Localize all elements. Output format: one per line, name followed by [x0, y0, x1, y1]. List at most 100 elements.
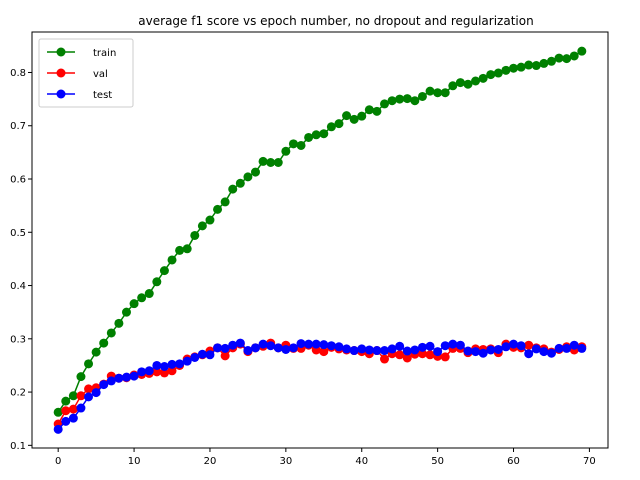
- legend-swatch-marker: [56, 47, 66, 57]
- data-point-train: [425, 86, 435, 96]
- y-axis: 0.1 0.2 0.3 0.4 0.5 0.6 0.7 0.8: [10, 68, 32, 452]
- data-point-train: [501, 65, 511, 75]
- data-point-val: [319, 347, 329, 357]
- data-point-test: [311, 339, 321, 349]
- data-point-test: [129, 371, 139, 381]
- data-point-test: [114, 373, 124, 383]
- data-point-test: [357, 344, 367, 354]
- data-point-test: [554, 343, 564, 353]
- data-point-test: [273, 343, 283, 353]
- data-point-train: [91, 347, 101, 357]
- data-point-train: [326, 122, 336, 132]
- data-point-train: [380, 99, 390, 109]
- data-point-test: [440, 341, 450, 351]
- data-point-train: [569, 51, 579, 61]
- data-point-train: [61, 396, 71, 406]
- x-tick-label: 10: [128, 456, 141, 467]
- data-point-train: [486, 70, 496, 80]
- data-point-train: [121, 307, 131, 317]
- data-point-train: [68, 391, 78, 401]
- data-point-val: [84, 384, 94, 394]
- data-point-val: [68, 404, 78, 414]
- data-point-test: [220, 343, 230, 353]
- data-point-test: [569, 340, 579, 350]
- x-tick-label: 60: [507, 456, 520, 467]
- data-point-train: [175, 245, 185, 255]
- data-point-train: [167, 255, 177, 265]
- data-point-test: [501, 342, 511, 352]
- data-point-train: [334, 119, 344, 129]
- data-point-train: [235, 178, 245, 188]
- data-point-val: [440, 352, 450, 362]
- data-point-train: [433, 88, 443, 98]
- data-point-train: [448, 81, 458, 91]
- data-point-test: [137, 367, 147, 377]
- series-test: [53, 338, 587, 434]
- data-point-train: [243, 172, 253, 182]
- data-point-train: [228, 184, 238, 194]
- legend-item-test: test: [47, 89, 112, 101]
- data-point-test: [288, 343, 298, 353]
- data-point-train: [205, 215, 215, 225]
- x-tick-label: 20: [204, 456, 217, 467]
- data-point-train: [562, 54, 572, 64]
- data-point-train: [531, 61, 541, 71]
- data-point-val: [402, 353, 412, 363]
- series-train: [53, 46, 587, 417]
- data-point-val: [524, 340, 534, 350]
- data-point-test: [387, 344, 397, 354]
- data-point-test: [364, 345, 374, 355]
- data-point-test: [144, 366, 154, 376]
- data-point-test: [99, 380, 109, 390]
- legend-swatch-marker: [56, 68, 66, 78]
- legend-label: test: [93, 90, 112, 101]
- data-point-test: [205, 350, 215, 360]
- data-point-test: [167, 359, 177, 369]
- data-point-test: [531, 344, 541, 354]
- y-tick-label: 0.7: [10, 121, 26, 132]
- data-point-train: [311, 130, 321, 140]
- data-point-train: [524, 60, 534, 70]
- data-point-test: [76, 403, 86, 413]
- data-point-test: [516, 341, 526, 351]
- data-point-test: [471, 347, 481, 357]
- data-point-train: [281, 146, 291, 156]
- data-point-test: [509, 339, 519, 349]
- data-point-train: [220, 197, 230, 207]
- data-point-test: [152, 360, 162, 370]
- data-point-test: [326, 341, 336, 351]
- data-point-train: [288, 139, 298, 149]
- data-point-train: [197, 221, 207, 231]
- data-point-train: [471, 76, 481, 86]
- data-point-val: [76, 391, 86, 401]
- data-point-train: [152, 277, 162, 287]
- data-point-test: [562, 343, 572, 353]
- data-point-train: [342, 111, 352, 121]
- data-point-val: [395, 350, 405, 360]
- data-point-test: [372, 346, 382, 356]
- data-point-test: [304, 339, 314, 349]
- data-point-train: [250, 167, 260, 177]
- data-point-test: [455, 340, 465, 350]
- data-point-test: [380, 346, 390, 356]
- data-point-test: [182, 356, 192, 366]
- data-point-val: [417, 349, 427, 359]
- data-point-test: [258, 339, 268, 349]
- x-tick-label: 30: [279, 456, 292, 467]
- data-point-test: [463, 346, 473, 356]
- data-point-train: [258, 156, 268, 166]
- data-point-train: [159, 266, 169, 276]
- data-point-train: [372, 106, 382, 116]
- data-point-train: [364, 105, 374, 115]
- y-tick-label: 0.1: [10, 441, 26, 452]
- x-tick-label: 40: [355, 456, 368, 467]
- data-point-val: [380, 354, 390, 364]
- data-point-train: [266, 158, 276, 167]
- data-point-test: [478, 348, 488, 358]
- y-tick-label: 0.5: [10, 228, 26, 239]
- data-point-test: [577, 343, 587, 353]
- legend-label: train: [93, 48, 116, 59]
- data-point-train: [554, 53, 564, 63]
- data-point-train: [387, 96, 397, 106]
